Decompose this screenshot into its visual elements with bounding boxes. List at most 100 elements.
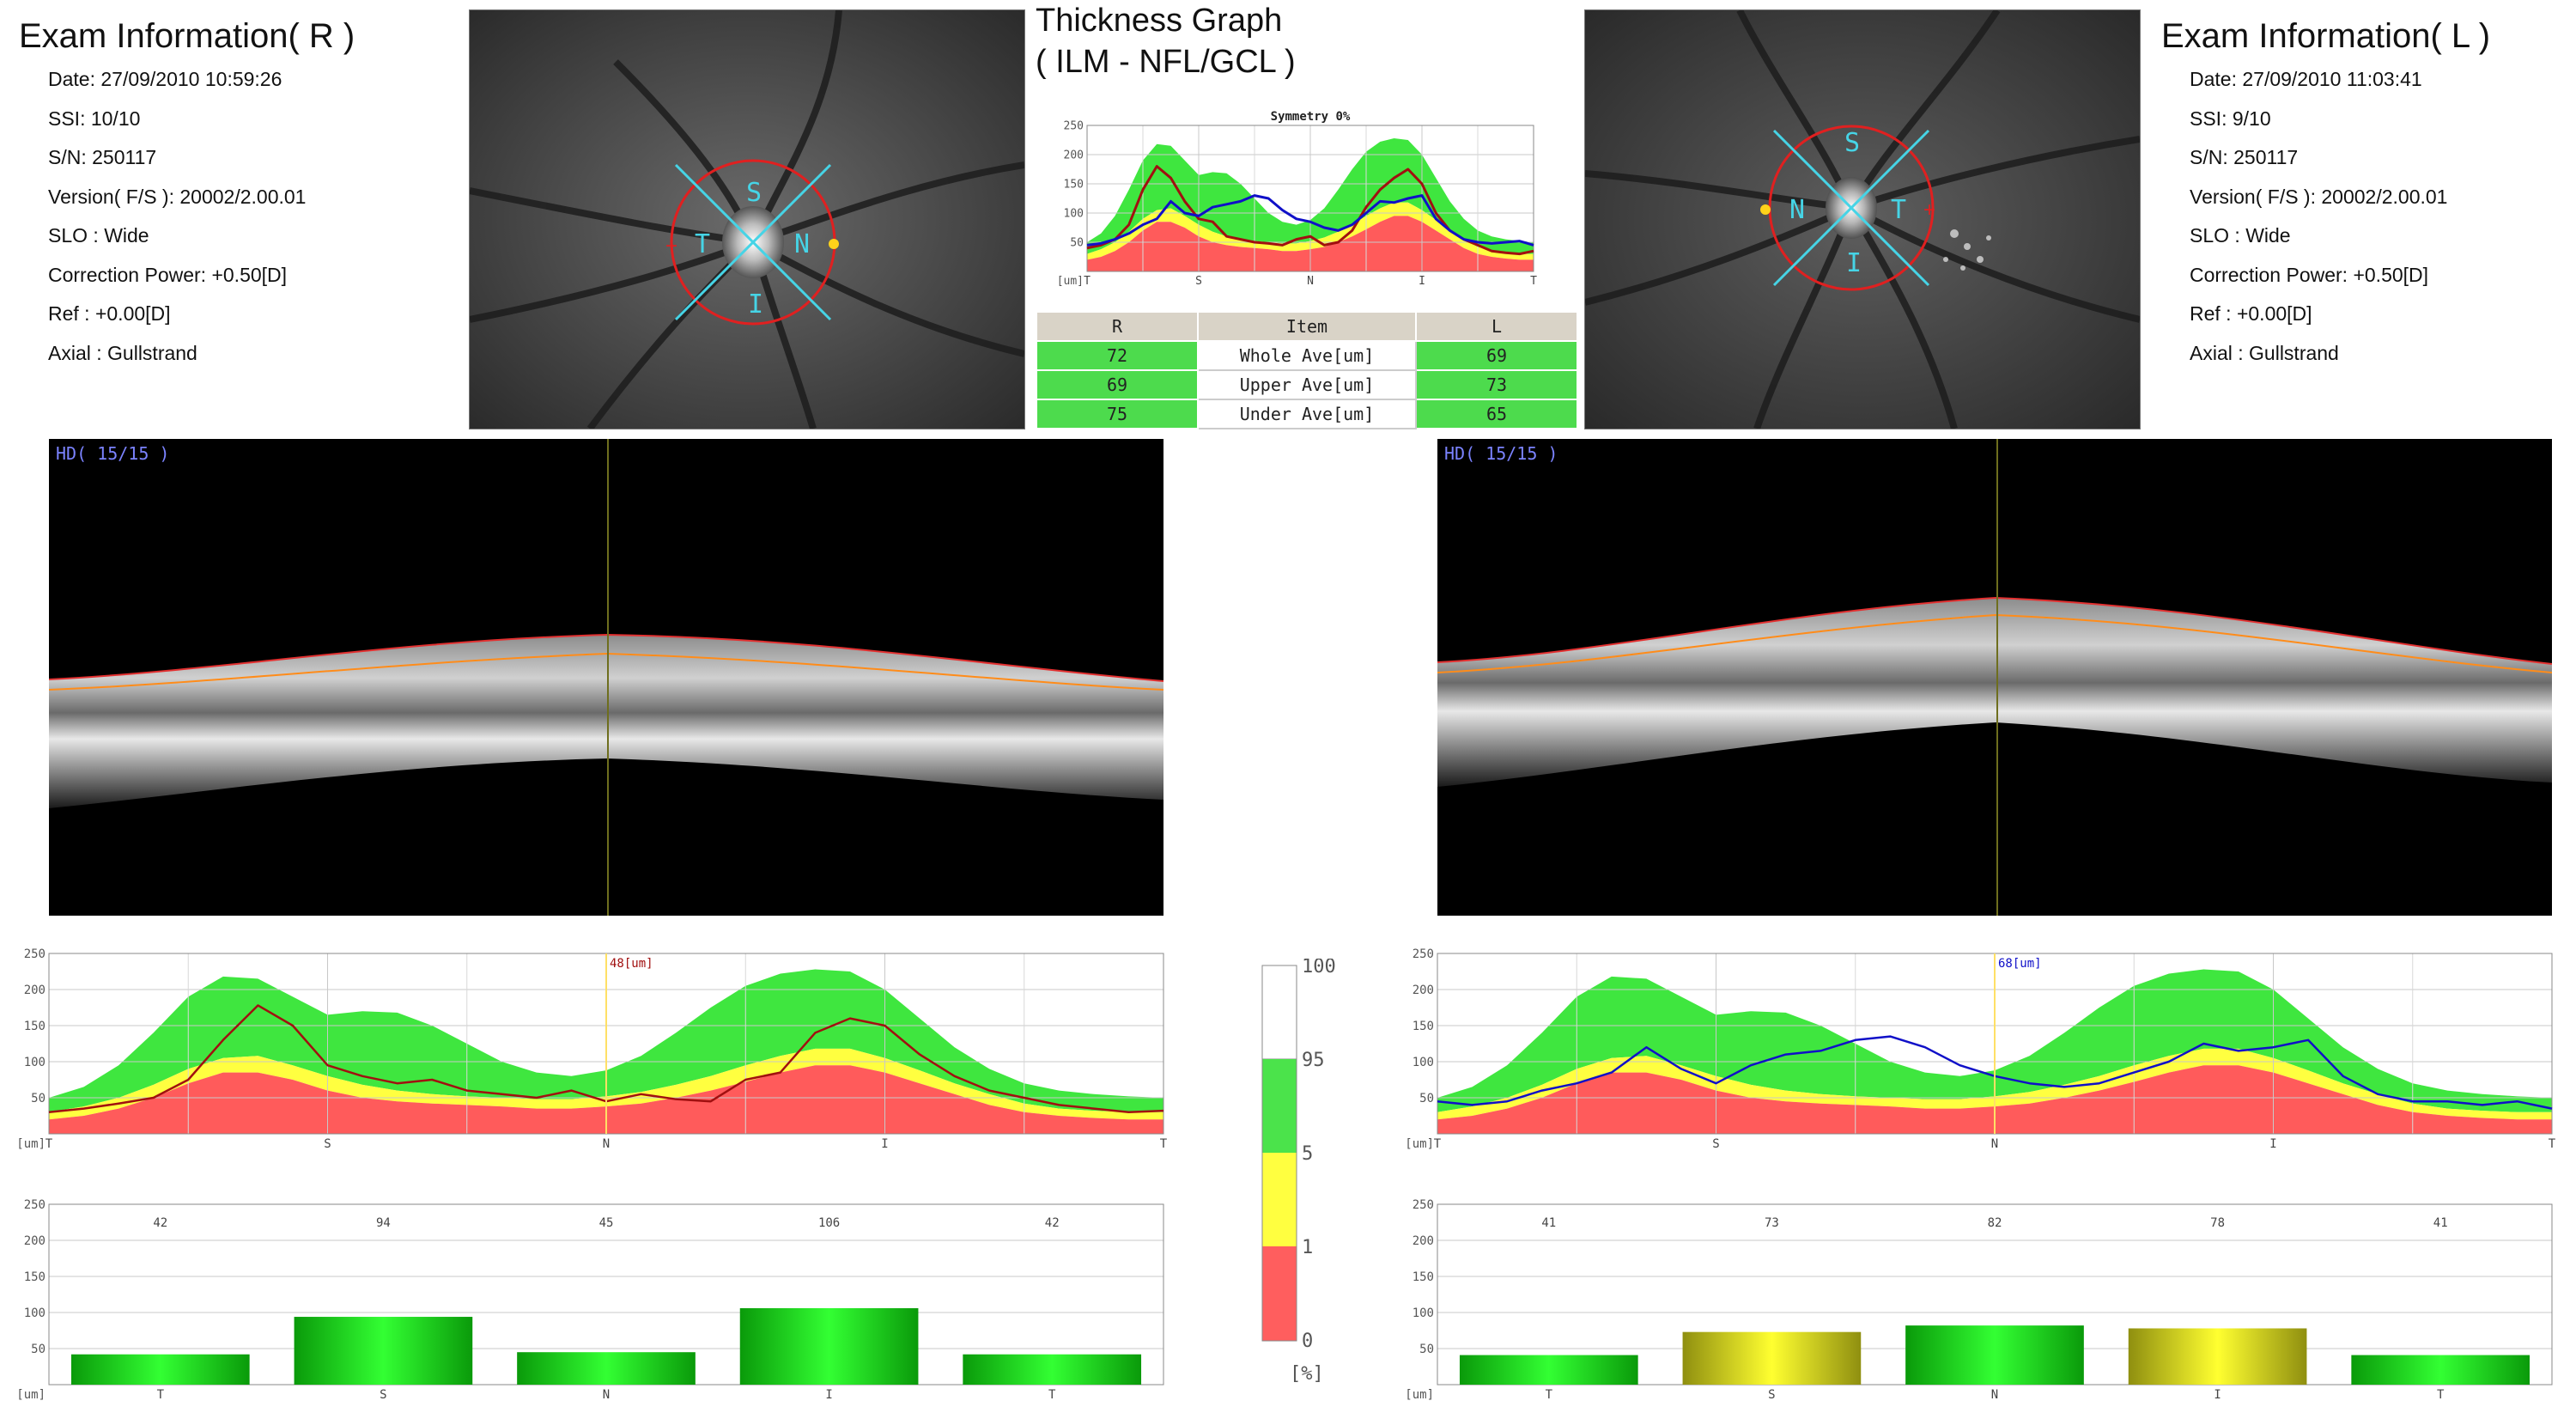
exam-info-right-list: Date: 27/09/2010 10:59:26 SSI: 10/10 S/N… (48, 60, 306, 373)
table-cell-l: 65 (1415, 399, 1578, 429)
fovea-marker-icon (1760, 204, 1771, 215)
sector-bars-left-svg: 50 100 150 200 250 41 T 73 S 82 N 78 I 41 T [um] (1405, 1198, 2553, 1402)
sector-bar (70, 1354, 250, 1385)
exam-version: Version( F/S ): 20002/2.00.01 (48, 185, 307, 208)
cursor-value-label: 68[um] (1998, 957, 2042, 971)
table-cell-r: 72 (1036, 340, 1199, 371)
y-tick-label: 150 (1413, 1270, 1434, 1284)
sector-label-n: N (1789, 195, 1805, 225)
thickness-graph-title-line1: Thickness Graph (1036, 3, 1283, 39)
bar-value-label: 73 (1765, 1216, 1779, 1230)
x-tick-label: T (1160, 1137, 1168, 1151)
scan-start-marker-icon: + (665, 234, 677, 258)
thickness-graph-title-line2: ( ILM - NFL/GCL ) (1036, 44, 1296, 80)
exam-ref: Ref : +0.00[D] (48, 302, 171, 325)
fundus-image-right[interactable]: S T N I + (469, 9, 1025, 429)
x-tick-label: T (1530, 275, 1537, 288)
exam-ref: Ref : +0.00[D] (2190, 302, 2312, 325)
x-tick-label: I (2214, 1388, 2221, 1402)
exam-version: Version( F/S ): 20002/2.00.01 (2190, 185, 2448, 208)
tsnit-graph-left: 50 100 150 200 250 T S N I T [um] 68[um] (1388, 945, 2556, 1151)
bar-value-label: 45 (599, 1216, 614, 1230)
legend-tick: 95 (1302, 1050, 1325, 1071)
x-tick-label: T (46, 1137, 53, 1151)
sector-bar (1905, 1325, 2084, 1385)
bar-value-label: 82 (1988, 1216, 2002, 1230)
bar-value-label: 78 (2210, 1216, 2225, 1230)
sector-label-i: I (1846, 248, 1862, 278)
x-tick-label: N (603, 1388, 610, 1402)
y-tick-label: 200 (1413, 1234, 1434, 1248)
unit-label: [um] (1405, 1388, 1434, 1402)
table-cell-l: 73 (1415, 369, 1578, 400)
exam-serial: S/N: 250117 (48, 146, 157, 168)
legend-band-green (1262, 1059, 1297, 1153)
x-tick-label: T (1048, 1388, 1056, 1402)
table-row: 72 Whole Ave[um] 69 (1036, 340, 1578, 371)
scan-quality-label: HD( 15/15 ) (1444, 443, 1558, 464)
sector-label-t: T (1891, 195, 1906, 225)
exam-info-left-list: Date: 27/09/2010 11:03:41 SSI: 9/10 S/N:… (2190, 60, 2447, 373)
y-tick-label: 250 (1064, 120, 1084, 133)
legend-tick: 1 (1302, 1237, 1313, 1258)
y-tick-label: 100 (24, 1056, 46, 1069)
exam-ssi: SSI: 9/10 (2190, 107, 2271, 130)
y-tick-label: 200 (1064, 149, 1084, 162)
x-tick-label: S (1768, 1388, 1775, 1402)
x-tick-label: S (324, 1137, 331, 1151)
exam-serial: S/N: 250117 (2190, 146, 2299, 168)
x-tick-label: T (2437, 1388, 2445, 1402)
y-tick-label: 200 (24, 984, 46, 997)
y-tick-label: 250 (24, 947, 46, 961)
ilm-boundary-line (1437, 596, 2552, 665)
table-header-l: L (1415, 311, 1578, 342)
sector-bars-left: 50 100 150 200 250 41 T 73 S 82 N 78 I 41 T [um] (1388, 1194, 2556, 1409)
y-tick-label: 100 (24, 1306, 46, 1320)
table-cell-item: Upper Ave[um] (1197, 369, 1417, 400)
legend-tick: 0 (1302, 1331, 1313, 1352)
x-tick-label: N (1307, 275, 1314, 288)
x-tick-label: I (825, 1388, 832, 1402)
table-header-r: R (1036, 311, 1199, 342)
y-tick-label: 250 (1413, 1198, 1434, 1212)
nfl-boundary-line (1437, 613, 2552, 673)
exam-info-right-title: Exam Information( R ) (19, 17, 355, 55)
cursor-value-label: 48[um] (610, 957, 653, 971)
y-tick-label: 50 (31, 1343, 46, 1356)
exam-slo: SLO : Wide (48, 224, 149, 247)
y-tick-label: 50 (31, 1092, 46, 1105)
y-tick-label: 200 (24, 1234, 46, 1248)
sector-bar (739, 1307, 919, 1385)
legend-svg: 100 95 5 1 0 [%] (1261, 956, 1336, 1385)
sector-bar (1682, 1331, 1862, 1385)
bar-value-label: 41 (1541, 1216, 1556, 1230)
y-tick-label: 150 (24, 1270, 46, 1284)
exam-slo: SLO : Wide (2190, 224, 2291, 247)
y-tick-label: 50 (1070, 237, 1084, 250)
y-tick-label: 100 (1064, 208, 1084, 221)
scan-start-marker-icon: + (1923, 198, 1935, 222)
legend-band-yellow (1262, 1153, 1297, 1246)
table-header-row: R Item L (1036, 311, 1578, 342)
x-tick-label: S (380, 1388, 386, 1402)
table-cell-r: 75 (1036, 399, 1199, 429)
unit-label: [um] (16, 1137, 46, 1151)
x-tick-label: N (1991, 1388, 1998, 1402)
fundus-image-left[interactable]: S N T I + (1584, 9, 2141, 429)
x-tick-label: I (881, 1137, 888, 1151)
x-tick-label: I (2269, 1137, 2276, 1151)
x-tick-label: T (2549, 1137, 2556, 1151)
retina-layers (1437, 598, 2552, 787)
sector-bar (2351, 1355, 2530, 1385)
sector-label-s: S (1844, 128, 1860, 158)
table-cell-item: Whole Ave[um] (1197, 340, 1417, 371)
oct-bscan-right[interactable]: HD( 15/15 ) (49, 439, 1163, 916)
y-tick-label: 150 (24, 1020, 46, 1033)
symmetry-chart: 50 100 150 200 250 T S N I T [um] Symmetry 0% (1037, 100, 1544, 293)
table-cell-r: 69 (1036, 369, 1199, 400)
exudate-spots (1943, 229, 1991, 271)
oct-bscan-left[interactable]: HD( 15/15 ) (1437, 439, 2552, 916)
